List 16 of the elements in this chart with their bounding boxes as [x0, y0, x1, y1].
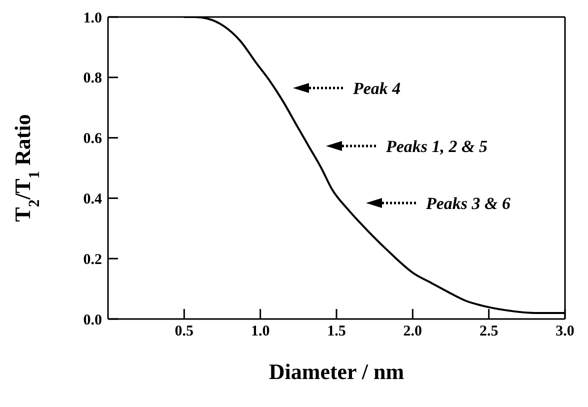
x-axis-title: Diameter / nm	[268, 359, 404, 384]
x-tick-label: 1.0	[250, 324, 270, 340]
annotation: Peak 4	[352, 79, 401, 98]
y-tick-label: 0.6	[83, 131, 102, 148]
x-tick-label: 1.5	[327, 324, 346, 340]
y-tick-label: 0.8	[83, 70, 102, 87]
annotation: Peaks 3 & 6	[425, 194, 512, 213]
x-tick-label: 2.5	[479, 324, 498, 340]
y-tick-label: 0.4	[83, 192, 102, 208]
x-tick-label: 2.0	[403, 324, 422, 340]
annotation: Peaks 1, 2 & 5	[385, 137, 488, 156]
x-tick-label: 3.0	[556, 324, 574, 340]
y-tick-label: 0.2	[83, 252, 102, 268]
y-tick-label: 0.0	[83, 312, 102, 328]
y-tick-label: 1.0	[83, 10, 102, 26]
x-tick-label: 0.5	[174, 324, 194, 340]
